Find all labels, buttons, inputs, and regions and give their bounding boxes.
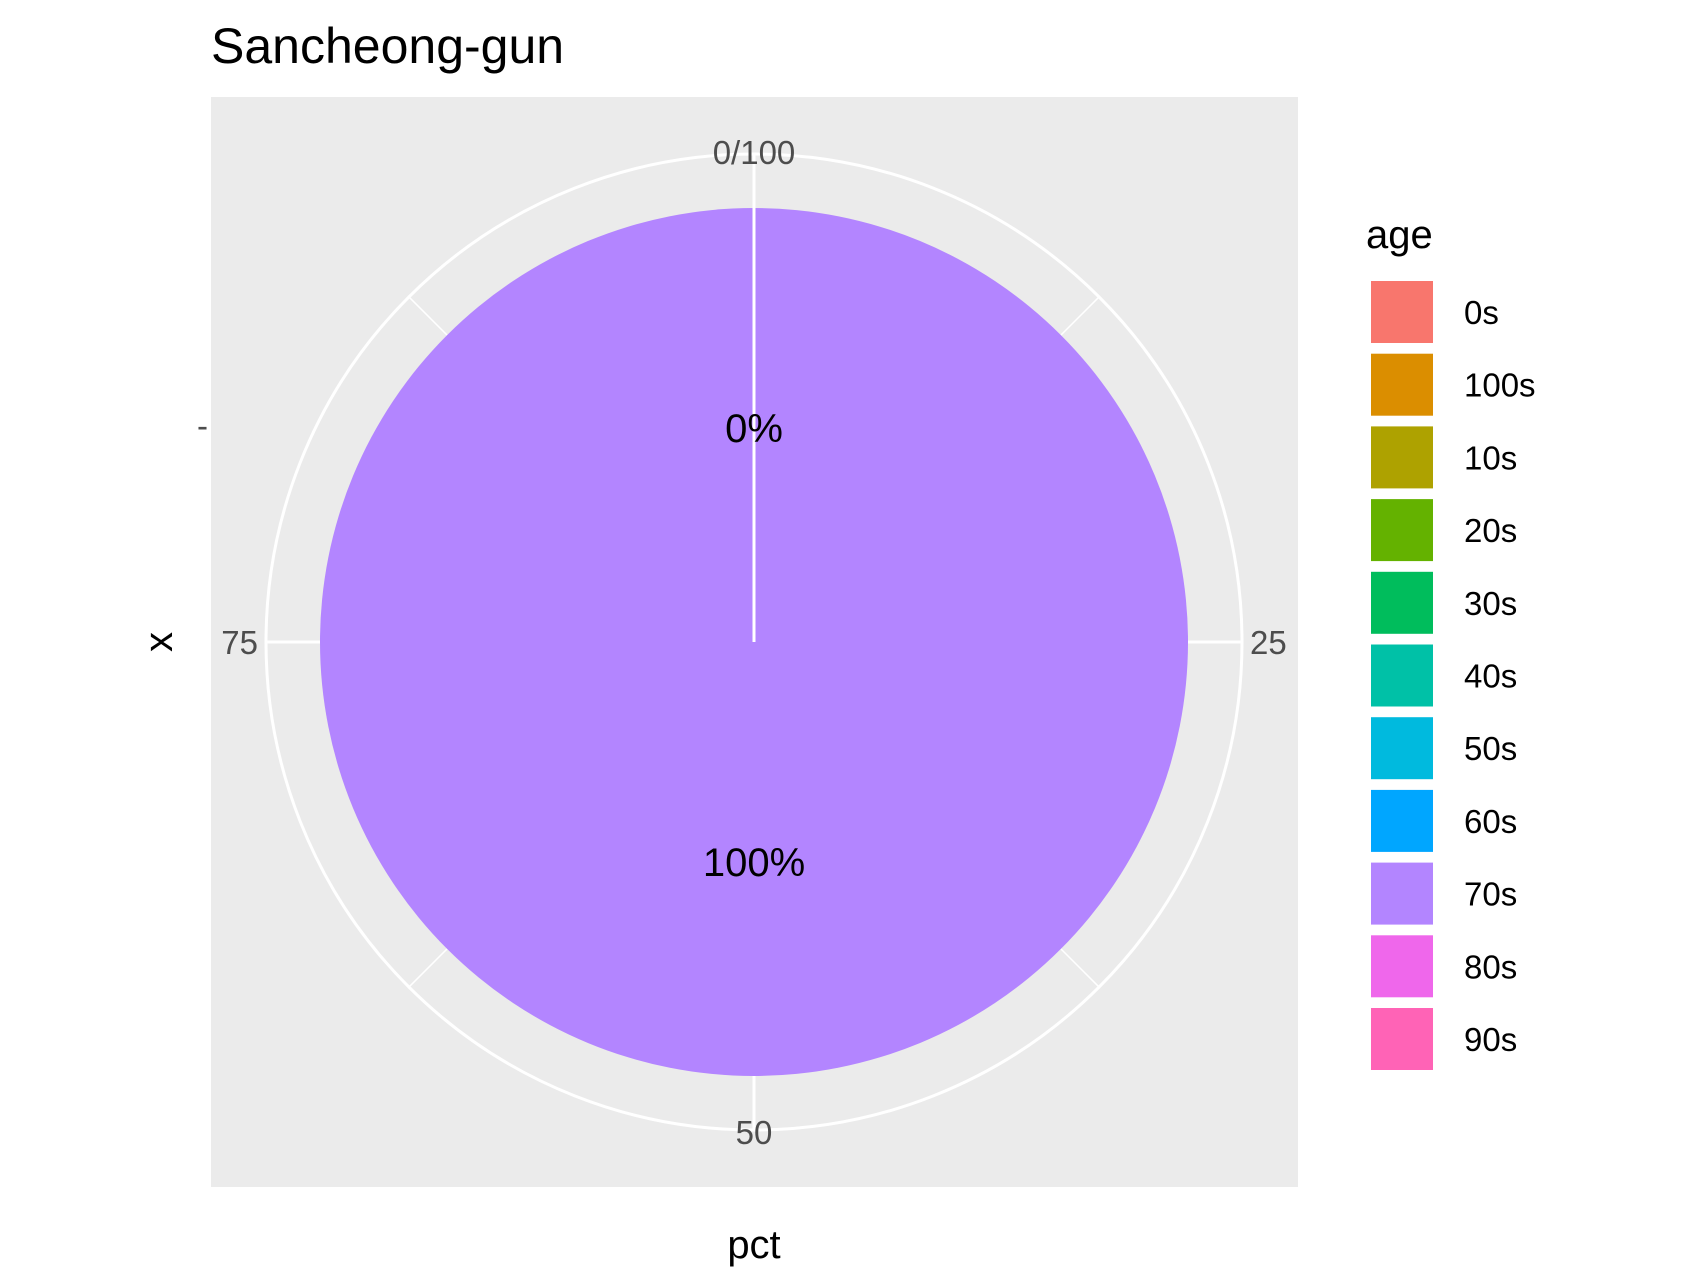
legend-label: 70s xyxy=(1464,876,1517,913)
legend-item-20s: 20s xyxy=(1369,497,1517,564)
angular-axis: 0/100 25 50 75 xyxy=(221,134,1286,1151)
legend-item-50s: 50s xyxy=(1369,715,1517,782)
angular-tick-label: 0/100 xyxy=(713,134,796,171)
angular-tick-label: 25 xyxy=(1250,624,1287,661)
legend-key xyxy=(1369,787,1435,854)
legend-label: 90s xyxy=(1464,1021,1517,1058)
legend-item-30s: 30s xyxy=(1369,569,1517,636)
legend-item-80s: 80s xyxy=(1369,933,1517,1000)
legend-item-60s: 60s xyxy=(1369,787,1517,854)
legend-label: 50s xyxy=(1464,730,1517,767)
legend-item-10s: 10s xyxy=(1369,424,1517,491)
legend-key xyxy=(1369,497,1435,564)
y-axis-tick-label: - xyxy=(197,407,208,444)
legend-label: 0s xyxy=(1464,294,1499,331)
legend-key xyxy=(1369,860,1435,927)
legend-label: 20s xyxy=(1464,512,1517,549)
angular-tick-label: 50 xyxy=(736,1114,773,1151)
legend-key xyxy=(1369,642,1435,709)
chart-title: Sancheong-gun xyxy=(211,18,564,74)
legend-item-90s: 90s xyxy=(1369,1006,1517,1072)
legend-label: 40s xyxy=(1464,658,1517,695)
legend-label: 100s xyxy=(1464,367,1536,404)
legend-item-100s: 100s xyxy=(1369,351,1536,418)
legend-key xyxy=(1369,715,1435,782)
legend-item-70s: 70s xyxy=(1369,860,1517,927)
angular-tick-label: 75 xyxy=(221,624,258,661)
legend-item-0s: 0s xyxy=(1369,279,1499,345)
legend-title: age xyxy=(1366,213,1433,257)
legend-key xyxy=(1369,351,1435,418)
legend-label: 10s xyxy=(1464,439,1517,476)
legend-item-40s: 40s xyxy=(1369,642,1517,709)
slice-label-70s: 100% xyxy=(703,841,805,885)
y-axis-title: x xyxy=(137,632,181,652)
legend: 0s 100s 10s 20s 30s 40s 50s 60s 70s 80s 90s xyxy=(1369,279,1536,1072)
legend-key xyxy=(1369,933,1435,1000)
legend-key xyxy=(1369,569,1435,636)
slice-labels: 100% 0% xyxy=(703,407,805,885)
legend-key xyxy=(1369,1006,1435,1072)
legend-label: 60s xyxy=(1464,803,1517,840)
legend-key xyxy=(1369,279,1435,345)
slice-label-0s: 0% xyxy=(725,407,783,451)
legend-label: 80s xyxy=(1464,948,1517,985)
legend-key xyxy=(1369,424,1435,491)
legend-label: 30s xyxy=(1464,585,1517,622)
x-axis-title: pct xyxy=(727,1223,780,1267)
